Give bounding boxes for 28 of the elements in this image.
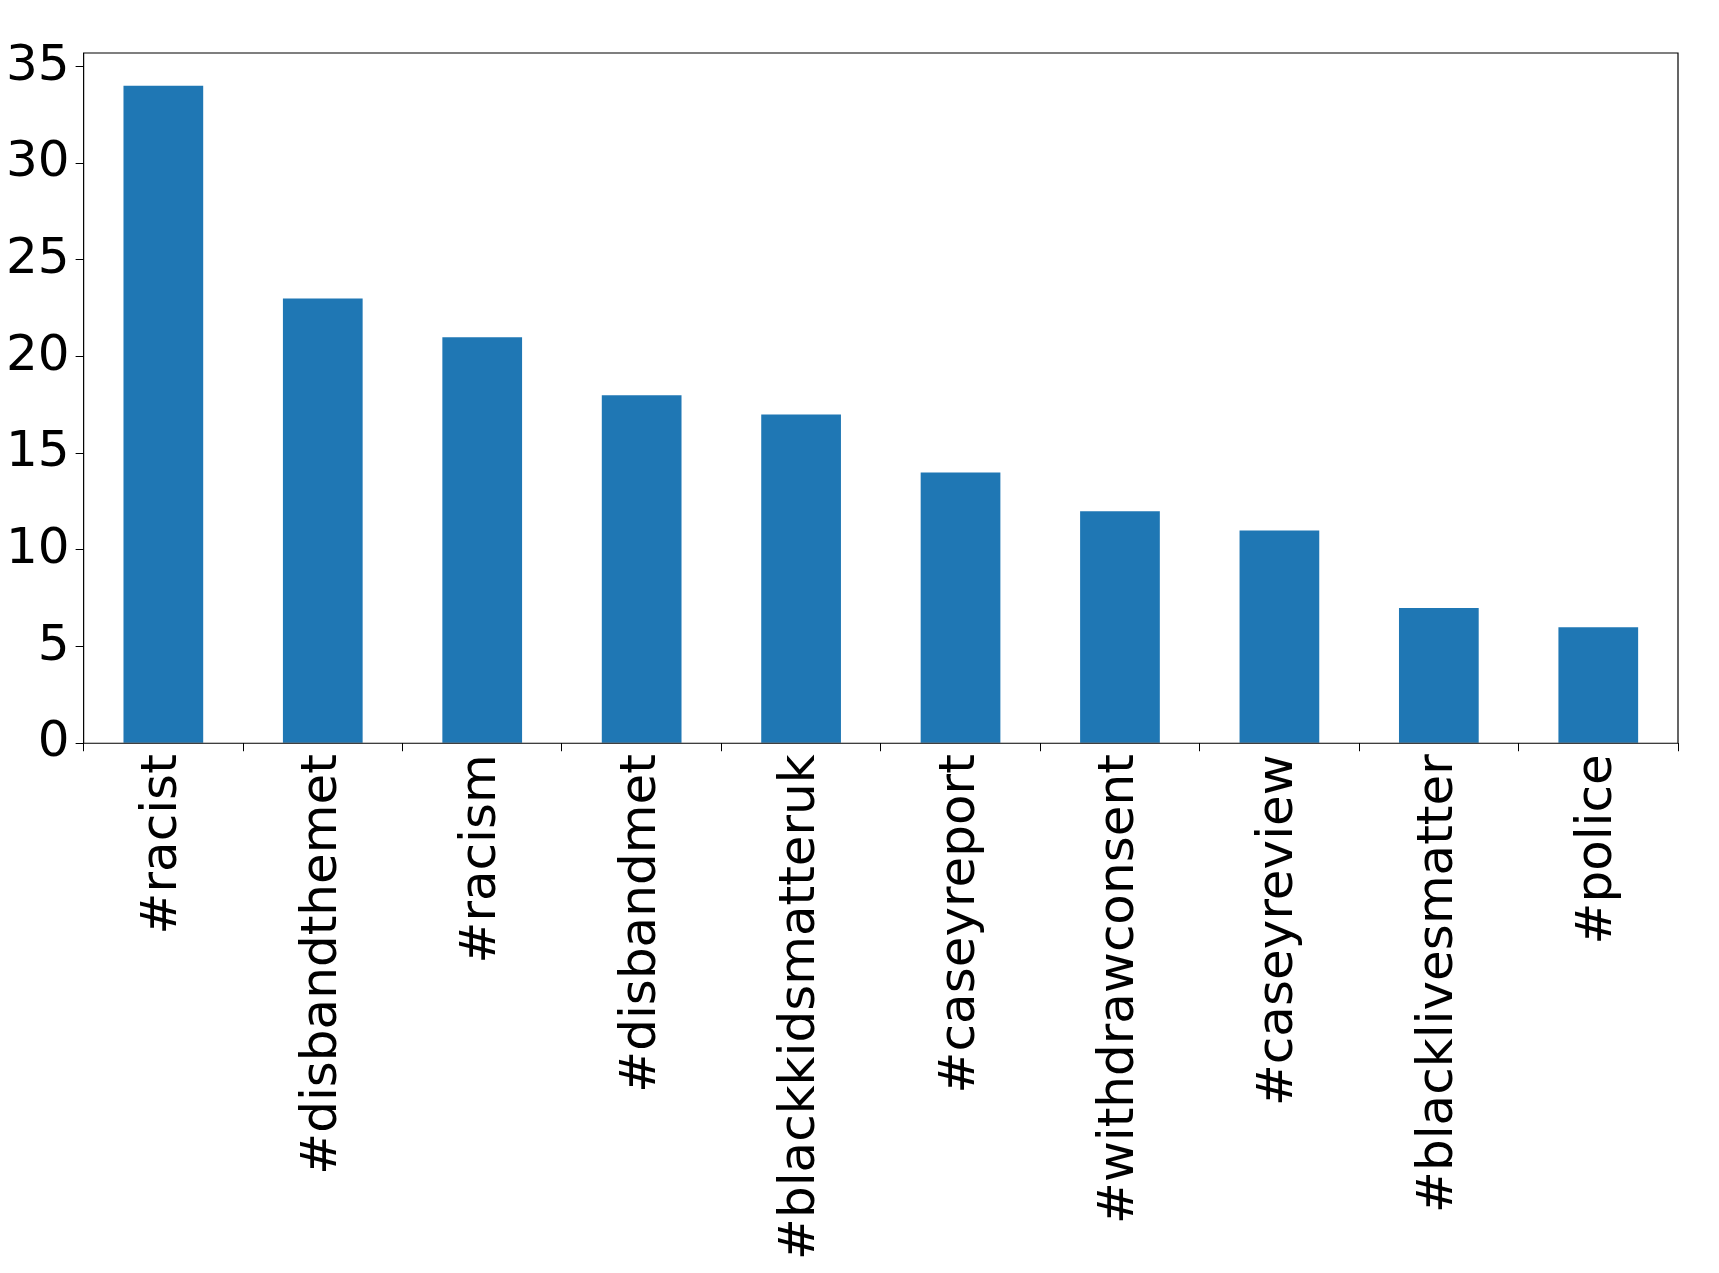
y-tick-label: 5 xyxy=(37,613,70,672)
y-tick-label: 35 xyxy=(6,33,70,92)
x-tick-label: #racism xyxy=(449,754,508,964)
x-tick-label: #blacklivesmatter xyxy=(1405,753,1464,1213)
x-tick-label: #police xyxy=(1565,754,1624,945)
y-tick-label: 10 xyxy=(6,516,70,575)
y-tick-label: 30 xyxy=(6,130,70,189)
x-tick-label: #caseyreport xyxy=(927,754,986,1094)
y-tick-label: 20 xyxy=(6,323,70,382)
bar xyxy=(601,395,682,743)
bar xyxy=(442,337,523,743)
bar xyxy=(282,298,363,743)
x-tick-label: #disbandthemet xyxy=(289,754,348,1175)
x-tick-label: #racist xyxy=(130,754,189,935)
y-tick-label: 25 xyxy=(6,226,70,285)
x-tick-label: #blackkidsmatteruk xyxy=(768,754,827,1260)
bar xyxy=(1239,530,1320,743)
bar xyxy=(1080,511,1160,743)
bar xyxy=(761,414,841,743)
y-tick-label: 0 xyxy=(37,710,70,769)
bar xyxy=(123,85,204,743)
x-tick-label: #withdrawconsent xyxy=(1086,754,1145,1224)
x-tick-label: #disbandmet xyxy=(608,754,667,1093)
x-tick-label: #caseyreview xyxy=(1246,754,1305,1107)
bar xyxy=(1558,627,1639,743)
y-tick-label: 15 xyxy=(6,420,70,479)
bar xyxy=(1398,607,1479,743)
bar xyxy=(920,472,1001,743)
